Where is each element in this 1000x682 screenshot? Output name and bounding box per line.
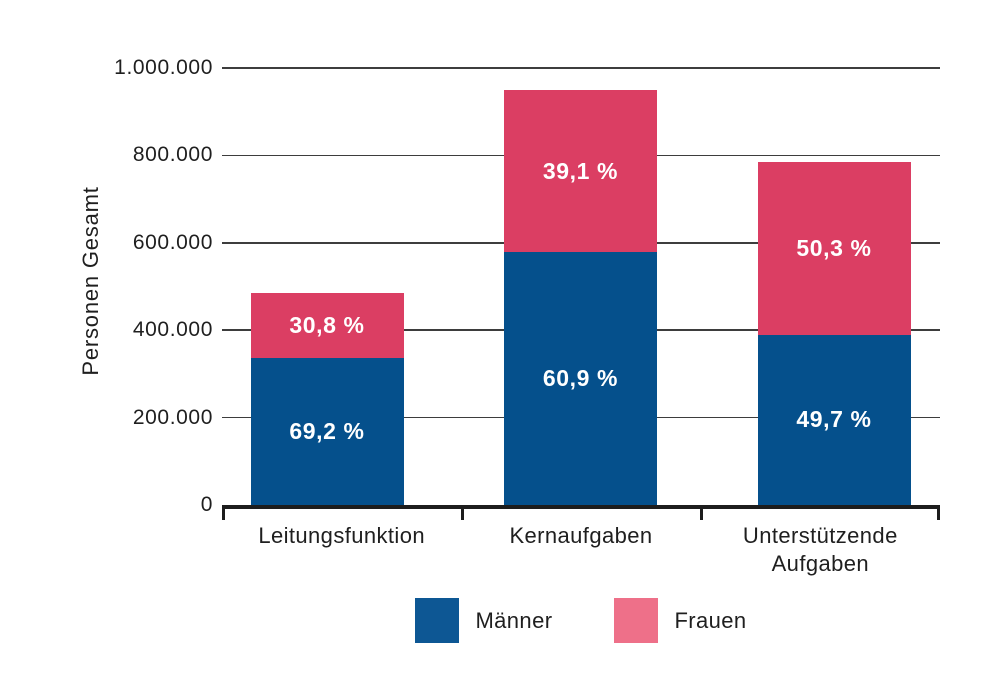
x-axis-tick-4: [937, 505, 940, 520]
bar-segment-frauen-1: 30,8 %: [250, 293, 404, 359]
bar-percent-label: 60,9 %: [542, 365, 619, 392]
legend: Männer Frauen: [222, 598, 940, 643]
x-axis-tick-1: [222, 505, 225, 520]
x-category-label-1: Leitungsfunktion: [258, 523, 425, 548]
bar-percent-label: 39,1 %: [542, 157, 619, 184]
bar-segment-männer-2: 60,9 %: [504, 252, 657, 505]
bar-segment-frauen-3: 50,3 %: [757, 161, 911, 335]
y-tick-label-400000: 400.000: [132, 318, 213, 342]
x-axis-tick-2: [461, 505, 464, 520]
x-category-label-3: Unterstützende Aufgaben: [742, 523, 898, 576]
bar-segment-frauen-2: 39,1 %: [504, 89, 657, 253]
legend-label-frauen: Frauen: [674, 607, 747, 633]
bar-percent-label: 30,8 %: [289, 312, 365, 339]
gridline-1000000: [222, 67, 940, 69]
x-axis-tick-3: [700, 505, 703, 520]
bar-percent-label: 49,7 %: [796, 406, 872, 433]
y-axis-title: Personen Gesamt: [78, 186, 103, 376]
legend-swatch-männer: [415, 598, 460, 643]
x-axis-line: [222, 505, 940, 509]
legend-item-frauen: Frauen: [614, 598, 746, 643]
x-category-label-2: Kernaufgaben: [509, 523, 653, 548]
y-tick-label-0: 0: [200, 493, 213, 516]
bar-percent-label: 50,3 %: [796, 234, 872, 261]
legend-swatch-frauen: [614, 598, 659, 643]
y-tick-label-1000000: 1.000.000: [114, 56, 213, 79]
y-tick-label-800000: 800.000: [132, 143, 213, 167]
bar-percent-label: 69,2 %: [289, 418, 365, 445]
legend-label-männer: Männer: [475, 607, 553, 633]
bar-segment-männer-1: 69,2 %: [250, 358, 404, 505]
bar-segment-männer-3: 49,7 %: [757, 334, 911, 505]
y-tick-label-600000: 600.000: [132, 230, 213, 254]
legend-item-männer: Männer: [415, 598, 552, 643]
y-tick-label-200000: 200.000: [132, 405, 213, 429]
